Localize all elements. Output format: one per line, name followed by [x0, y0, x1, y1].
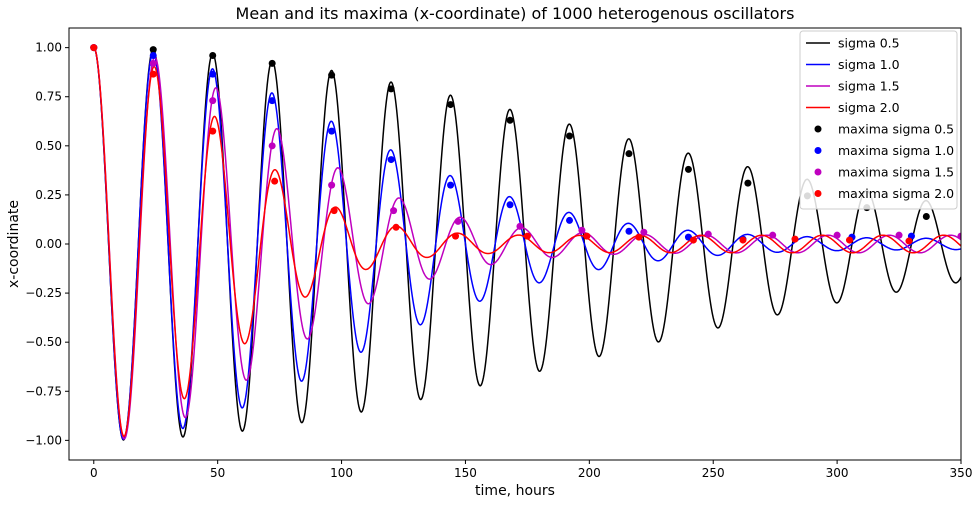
- y-tick-label: −0.75: [25, 384, 62, 398]
- maxima-point-4-1: [90, 44, 98, 52]
- legend-item-maxima-3: maxima sigma 1.5: [838, 165, 954, 180]
- series-line-3: [93, 46, 961, 440]
- legend-item-3: sigma 1.5: [838, 79, 900, 94]
- legend-box: [799, 30, 958, 210]
- maxima-point-4-9: [583, 232, 591, 240]
- maxima-point-3-11: [704, 230, 712, 238]
- maxima-point-2-4: [268, 97, 276, 105]
- maxima-point-1-7: [447, 101, 455, 109]
- y-tick-label: 0.00: [35, 237, 62, 251]
- maxima-point-1-10: [625, 150, 633, 158]
- legend-item-maxima-4: maxima sigma 2.0: [838, 186, 954, 201]
- maxima-point-3-14: [895, 231, 903, 239]
- maxima-point-4-13: [791, 235, 799, 243]
- x-axis-label: time, hours: [475, 483, 555, 499]
- maxima-point-3-3: [209, 97, 217, 105]
- maxima-point-1-4: [268, 59, 276, 67]
- y-tick-label: 0.25: [35, 188, 62, 202]
- maxima-point-3-15: [957, 232, 961, 240]
- maxima-point-3-8: [516, 222, 524, 230]
- maxima-point-3-13: [833, 231, 841, 239]
- maxima-point-4-3: [209, 127, 217, 135]
- maxima-point-1-6: [387, 85, 395, 93]
- chart-title: Mean and its maxima (x-coordinate) of 10…: [236, 4, 795, 23]
- maxima-point-1-2: [149, 46, 157, 54]
- maxima-point-1-12: [744, 179, 752, 187]
- maxima-point-4-2: [149, 70, 157, 78]
- y-tick-label: 0.75: [35, 90, 62, 104]
- legend: sigma 0.5 sigma 1.0 sigma 1.5 sigma 2.0 maxi…: [799, 30, 958, 210]
- maxima-point-2-8: [506, 201, 514, 209]
- legend-item-maxima-1: maxima sigma 0.5: [838, 122, 954, 137]
- legend-item-4: sigma 2.0: [838, 100, 900, 115]
- legend-swatch-marker: [814, 190, 822, 197]
- maxima-point-2-5: [328, 127, 336, 135]
- maxima-point-1-11: [684, 165, 692, 173]
- maxima-point-4-12: [739, 236, 747, 244]
- maxima-point-2-9: [566, 216, 574, 224]
- maxima-point-4-8: [523, 232, 531, 240]
- maxima-point-4-7: [452, 232, 460, 240]
- maxima-point-1-3: [209, 51, 217, 59]
- x-tick-label: 150: [454, 466, 477, 480]
- maxima-point-4-14: [846, 236, 853, 244]
- x-axis: 0 50 100 150 200 250 300 350: [90, 460, 972, 480]
- maxima-point-3-5: [328, 181, 336, 189]
- maxima-point-2-6: [387, 156, 395, 164]
- maxima-point-2-3: [209, 70, 217, 78]
- maxima-point-4-15: [905, 237, 913, 245]
- y-tick-label: −0.25: [25, 286, 62, 300]
- y-tick-label: 0.50: [35, 139, 62, 153]
- y-axis-label: x-coordinate: [6, 200, 22, 288]
- maxima-point-4-10: [635, 233, 643, 241]
- maxima-point-1-5: [328, 71, 336, 79]
- maxima-point-3-10: [640, 228, 648, 236]
- maxima-point-4-4: [271, 177, 279, 185]
- legend-item-maxima-2: maxima sigma 1.0: [838, 143, 954, 158]
- y-tick-label: −0.50: [25, 335, 62, 349]
- maxima-point-1-9: [566, 132, 574, 140]
- x-tick-label: 200: [578, 466, 601, 480]
- maxima-point-3-9: [578, 226, 586, 234]
- x-tick-label: 100: [330, 466, 353, 480]
- legend-item-2: sigma 1.0: [838, 57, 900, 72]
- legend-item-1: sigma 0.5: [838, 36, 900, 51]
- maxima-point-4-5: [330, 207, 338, 215]
- maxima-point-2-2: [149, 51, 157, 59]
- x-tick-label: 300: [826, 466, 849, 480]
- y-tick-label: −1.00: [25, 433, 62, 447]
- legend-swatch-marker: [814, 147, 822, 154]
- legend-swatch-marker: [814, 125, 822, 133]
- legend-swatch-marker: [814, 168, 822, 176]
- maxima-point-4-11: [689, 236, 697, 244]
- maxima-point-3-7: [454, 217, 462, 225]
- maxima-point-1-8: [506, 116, 514, 124]
- maxima-point-3-2: [149, 59, 157, 67]
- maxima-point-1-15: [922, 213, 930, 221]
- x-tick-label: 0: [90, 466, 98, 480]
- y-tick-label: 1.00: [35, 41, 62, 55]
- maxima-point-3-12: [769, 231, 777, 239]
- maxima-point-4-6: [392, 223, 400, 231]
- maxima-point-3-4: [268, 142, 276, 150]
- maxima-point-3-6: [390, 207, 398, 215]
- x-tick-label: 250: [702, 466, 725, 480]
- x-tick-label: 350: [950, 466, 973, 480]
- y-axis: −1.00 −0.75 −0.50 −0.25 0.00 0.25 0.50 0.75 1.00: [25, 41, 69, 447]
- x-tick-label: 50: [210, 466, 225, 480]
- maxima-point-2-7: [447, 181, 455, 189]
- maxima-point-2-10: [625, 227, 633, 235]
- plot-maxima: [90, 44, 961, 245]
